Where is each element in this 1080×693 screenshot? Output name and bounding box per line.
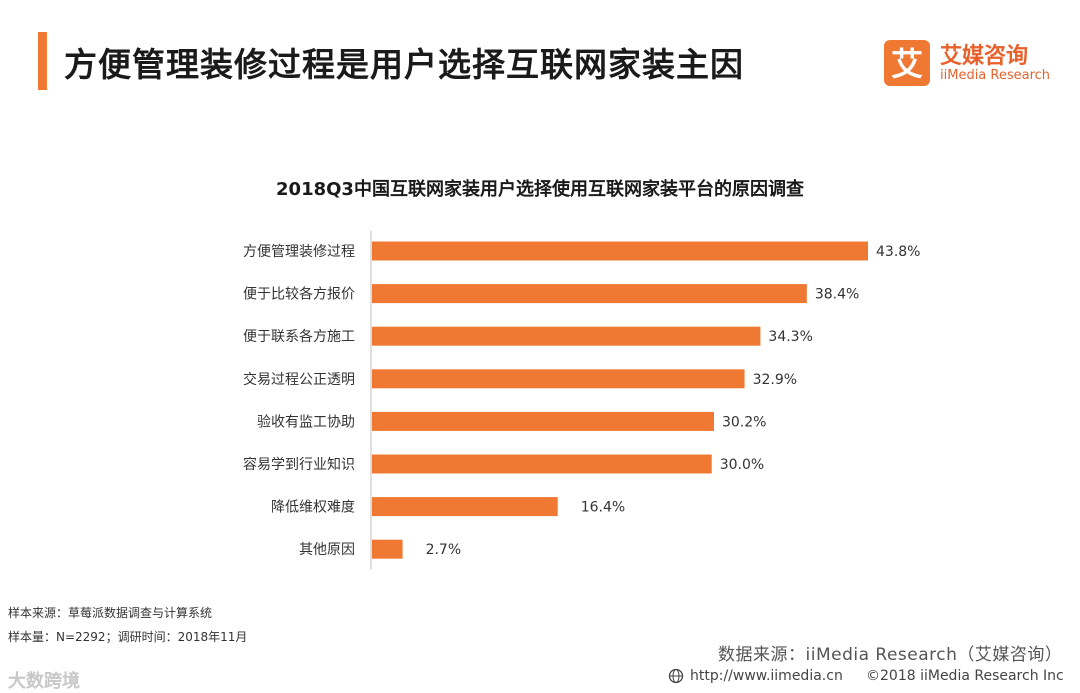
sample-source-note: 样本来源：草莓派数据调查与计算系统 bbox=[8, 606, 213, 620]
value-label-6: 16.4% bbox=[581, 500, 625, 516]
value-label-5: 30.0% bbox=[720, 457, 764, 473]
chart-title: 2018Q3中国互联网家装用户选择使用互联网家装平台的原因调查 bbox=[276, 179, 804, 200]
bar-1 bbox=[372, 284, 807, 304]
logo-name-en: iiMedia Research bbox=[940, 68, 1051, 83]
value-label-0: 43.8% bbox=[876, 244, 920, 260]
bar-7 bbox=[372, 539, 403, 559]
category-label-0: 方便管理装修过程 bbox=[243, 244, 355, 260]
bar-0 bbox=[372, 241, 868, 261]
value-label-3: 32.9% bbox=[753, 372, 797, 388]
category-label-2: 便于联系各方施工 bbox=[243, 329, 355, 345]
bar-3 bbox=[372, 369, 745, 389]
bar-5 bbox=[372, 454, 712, 474]
logo-mark-glyph: 艾 bbox=[891, 45, 923, 83]
title-accent-bar bbox=[38, 32, 47, 90]
category-label-7: 其他原因 bbox=[299, 542, 355, 558]
category-label-1: 便于比较各方报价 bbox=[243, 287, 355, 303]
value-label-2: 34.3% bbox=[768, 329, 812, 345]
category-label-6: 降低维权难度 bbox=[271, 500, 355, 516]
logo-name-cn: 艾媒咨询 bbox=[940, 44, 1029, 69]
page-title: 方便管理装修过程是用户选择互联网家装主因 bbox=[64, 45, 744, 84]
data-source: 数据来源：iiMedia Research（艾媒咨询） bbox=[718, 645, 1063, 665]
category-label-3: 交易过程公正透明 bbox=[243, 371, 355, 388]
brand-logo: 艾 艾媒咨询 iiMedia Research bbox=[884, 36, 1064, 88]
sample-size-note: 样本量：N=2292；调研时间：2018年11月 bbox=[8, 630, 248, 644]
category-label-5: 容易学到行业知识 bbox=[243, 456, 355, 473]
footer-copyright: ©2018 iiMedia Research Inc bbox=[866, 668, 1064, 684]
bar-2 bbox=[372, 326, 761, 346]
bar-6 bbox=[372, 497, 558, 517]
footer-url[interactable]: http://www.iimedia.cn bbox=[690, 668, 843, 684]
category-label-4: 验收有监工协助 bbox=[257, 414, 355, 430]
logo-mark-icon: 艾 bbox=[884, 40, 930, 86]
value-label-4: 30.2% bbox=[722, 414, 766, 430]
bar-4 bbox=[372, 411, 714, 431]
value-label-1: 38.4% bbox=[815, 287, 859, 303]
value-label-7: 2.7% bbox=[426, 542, 462, 558]
globe-icon bbox=[668, 668, 684, 684]
footer: 大数跨境 http://www.iimedia.cn ©2018 iiMedia… bbox=[0, 664, 1080, 692]
watermark-text: 大数跨境 bbox=[8, 671, 80, 692]
bar-chart: 方便管理装修过程 43.8% 便于比较各方报价 38.4% 便于联系各方施工 34.3% 交… bbox=[243, 231, 920, 570]
